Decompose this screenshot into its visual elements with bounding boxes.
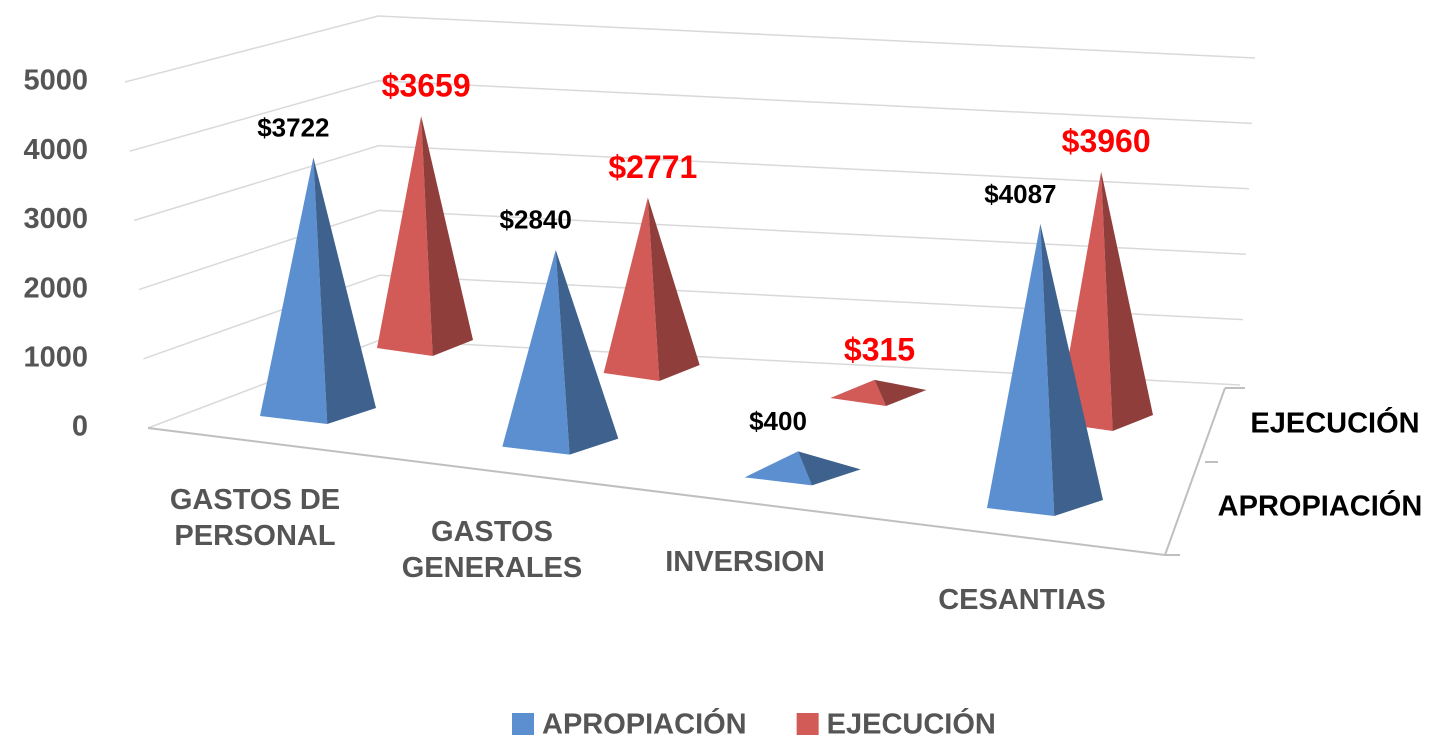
pyramid-face-left [744, 451, 812, 486]
pyramid-face-right [313, 157, 376, 424]
y-tick-label: 5000 [23, 65, 88, 97]
grid-line [138, 209, 1247, 291]
data-label: $4087 [984, 179, 1056, 209]
pyramid [744, 451, 861, 486]
y-tick-label: 3000 [23, 203, 88, 235]
pyramid [603, 197, 700, 381]
pyramid-face-right [647, 197, 700, 381]
pyramid-face-left [502, 249, 570, 455]
pyramid-face-left [830, 379, 887, 406]
grid-line [124, 15, 1256, 83]
depth-label: EJECUCIÓN [1250, 406, 1419, 440]
pyramid [830, 379, 927, 406]
grid-line [143, 274, 1244, 360]
x-tick-label: INVERSION [665, 546, 825, 578]
pyramid-face-right [798, 451, 861, 486]
data-label: $2771 [608, 149, 697, 185]
legend-label: EJECUCIÓN [827, 707, 996, 741]
y-tick-label: 1000 [23, 341, 88, 373]
data-label: $3659 [382, 67, 471, 103]
pyramid [260, 157, 376, 424]
x-tick-label: GASTOS GENERALES [401, 516, 583, 584]
data-label: $315 [844, 331, 915, 367]
x-tick-label: GASTOS DE PERSONAL [169, 484, 341, 552]
pyramid-face-right [555, 249, 619, 455]
pyramid-face-right [1101, 171, 1153, 431]
legend-swatch [512, 713, 534, 735]
pyramid-face-right [874, 379, 927, 406]
depth-label: APROPIACIÓN [1218, 489, 1423, 523]
grid-line [133, 144, 1250, 222]
pyramid-face-left [260, 157, 328, 424]
y-tick-label: 0 [72, 411, 88, 443]
data-label: $2840 [500, 205, 572, 235]
legend-label: APROPIACIÓN [542, 707, 747, 741]
pyramid-face-left [987, 223, 1055, 516]
pyramid-face-right [421, 115, 473, 356]
y-tick-label: 4000 [23, 134, 88, 166]
x-tick-label: CESANTIAS [938, 584, 1106, 616]
data-label: $3960 [1062, 123, 1151, 159]
legend-swatch [796, 713, 819, 735]
y-tick-label: 2000 [23, 272, 88, 304]
pyramid-face-left [603, 197, 660, 381]
pyramid [377, 115, 473, 356]
data-label: $3722 [257, 112, 329, 142]
pyramid [502, 249, 619, 455]
pyramid [987, 223, 1103, 516]
grid-line [129, 80, 1253, 152]
pyramid-face-left [377, 115, 433, 356]
pyramid-face-right [1040, 223, 1103, 516]
data-label: $400 [749, 406, 807, 436]
